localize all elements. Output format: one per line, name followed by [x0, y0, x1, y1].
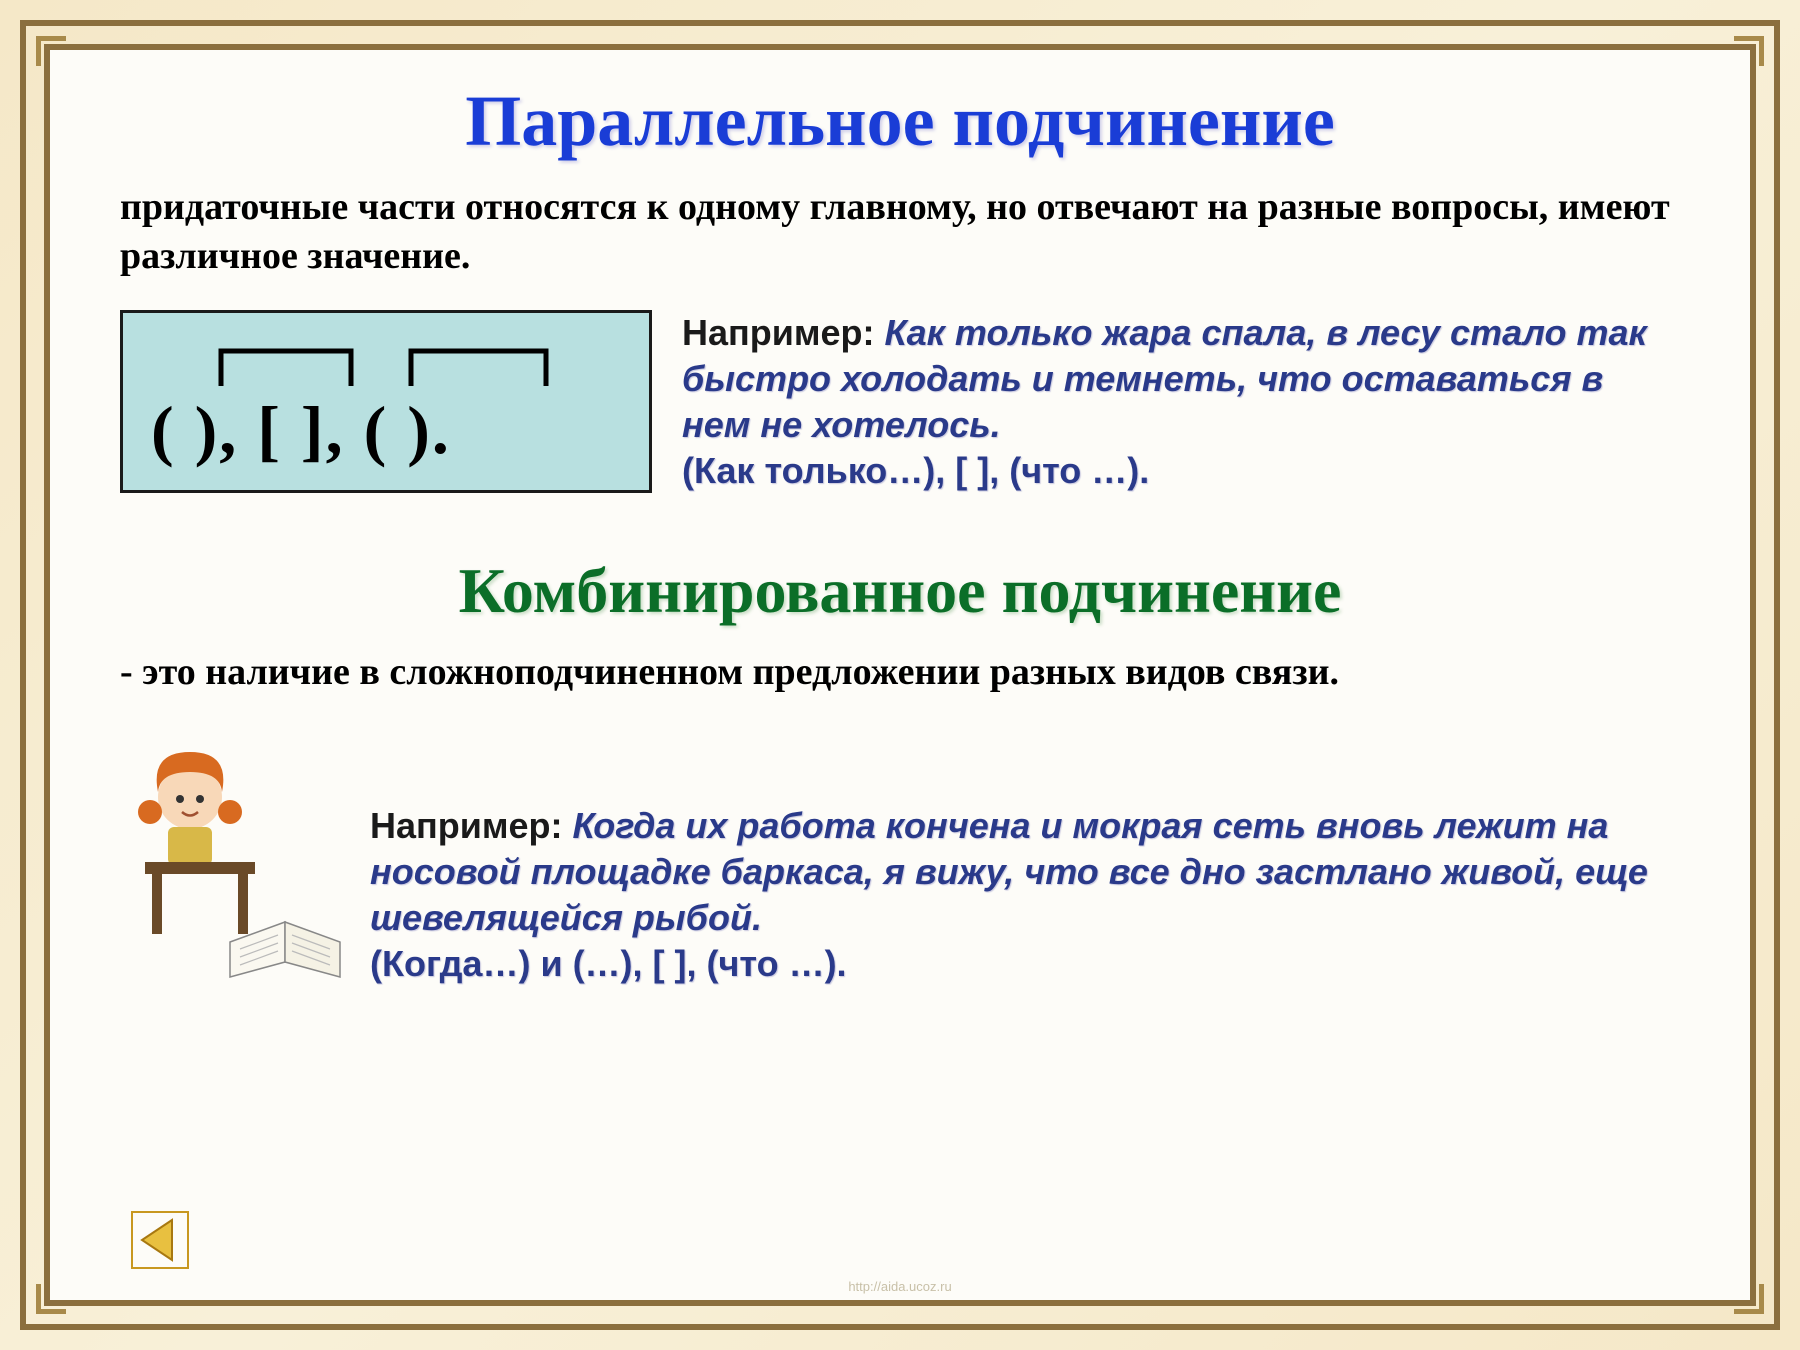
section1-row: ( ), [ ], ( ). Например: Как только жара… [100, 310, 1700, 494]
schema-box: ( ), [ ], ( ). [120, 310, 652, 493]
example-label: Например: [370, 805, 573, 846]
section1-example: Например: Как только жара спала, в лесу … [682, 310, 1680, 494]
footer-url: http://aida.ucoz.ru [848, 1279, 951, 1294]
schema-text: ( ), [ ], ( ). [151, 391, 621, 470]
outer-frame: Параллельное подчинение придаточные част… [20, 20, 1780, 1330]
schema-arrows [151, 341, 621, 391]
student-book-illustration [120, 727, 350, 987]
section2-example: Например: Когда их работа кончена и мокр… [370, 803, 1680, 987]
section2-title: Комбинированное подчинение [100, 554, 1700, 628]
example-label: Например: [682, 312, 885, 353]
section2-row: Например: Когда их работа кончена и мокр… [100, 727, 1700, 987]
nav-back-button[interactable] [130, 1210, 190, 1270]
decoration-area [120, 727, 350, 987]
section2-definition: - это наличие в сложноподчиненном предло… [100, 648, 1700, 697]
section1-title: Параллельное подчинение [100, 80, 1700, 163]
example-schema: (Когда…) и (…), [ ], (что …). [370, 943, 847, 984]
content-frame: Параллельное подчинение придаточные част… [44, 44, 1756, 1306]
back-arrow-icon [130, 1210, 190, 1270]
section1-definition: придаточные части относятся к одному гла… [100, 183, 1700, 282]
example-schema: (Как только…), [ ], (что …). [682, 450, 1149, 491]
